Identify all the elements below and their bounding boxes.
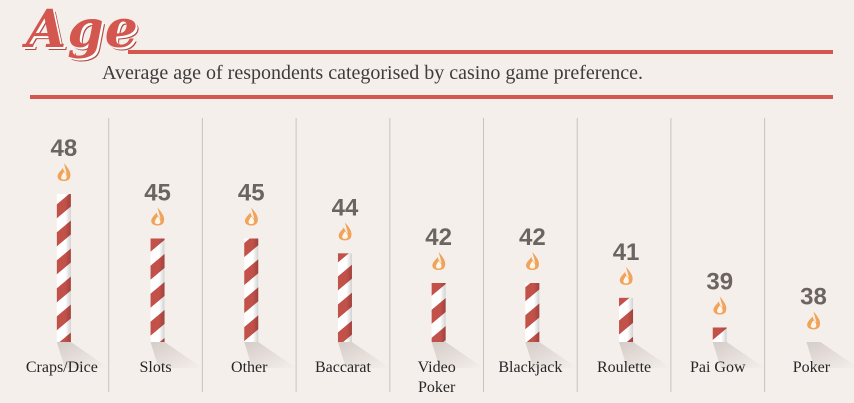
flame-shape (807, 311, 821, 330)
category-label-1: Craps/Dice (26, 359, 98, 376)
category-label-3: Other (231, 359, 268, 376)
candle-shadow (525, 342, 578, 368)
flame-shape (619, 266, 633, 285)
candle-shading (431, 283, 446, 342)
flame-shape (244, 207, 258, 226)
candle-shadow (806, 342, 854, 368)
value-label-8: 39 (706, 269, 733, 296)
value-label-3: 45 (238, 180, 265, 207)
candle-shading (244, 238, 259, 342)
candle-shadow (56, 342, 109, 368)
flame-core (529, 261, 536, 269)
flame-core (810, 320, 817, 328)
flame-core (154, 216, 161, 225)
flame-icon (151, 207, 165, 226)
flame-shape (338, 222, 352, 241)
candle-shadow (712, 342, 765, 368)
candle-shading (619, 297, 634, 342)
value-label-1: 48 (50, 135, 77, 162)
flame-core (623, 275, 629, 284)
flame-core (248, 216, 255, 225)
flame-icon (526, 252, 539, 270)
candle-shading (337, 253, 352, 342)
category-label-5: Video Poker (418, 359, 456, 396)
flame-shape (713, 296, 727, 315)
flame-core (435, 261, 442, 269)
value-label-9: 38 (800, 283, 827, 310)
candle-shadow (337, 342, 390, 368)
category-label-4: Baccarat (315, 359, 372, 376)
candle-shading (150, 238, 165, 342)
flame-shape (151, 207, 165, 226)
flame-core (61, 172, 67, 180)
flame-icon (619, 266, 633, 285)
candle-shading (525, 283, 540, 342)
candle-shadow (619, 342, 672, 368)
flame-icon (807, 311, 821, 330)
category-label-7: Roulette (597, 359, 651, 376)
flame-core (342, 231, 348, 239)
value-label-2: 45 (144, 180, 171, 207)
flame-shape (432, 252, 446, 270)
title-rule (128, 50, 833, 54)
flame-icon (338, 222, 352, 241)
flame-core (717, 305, 723, 314)
candle-shadow (244, 342, 297, 368)
candle-shading (712, 327, 727, 342)
value-label-7: 41 (613, 239, 640, 266)
subtitle-rule (30, 95, 833, 99)
category-label-9: Poker (793, 359, 831, 376)
candle-shading (56, 194, 71, 342)
candle-shadow (431, 342, 484, 368)
category-label-2: Slots (140, 359, 172, 376)
chart-subtitle: Average age of respondents categorised b… (102, 62, 644, 84)
value-label-4: 44 (332, 194, 359, 221)
value-label-5: 42 (425, 224, 452, 251)
flame-shape (57, 163, 71, 181)
flame-icon (57, 163, 71, 181)
category-label-8: Pai Gow (690, 359, 746, 376)
flame-icon (244, 207, 258, 226)
flame-shape (526, 252, 539, 270)
category-label-6: Blackjack (498, 359, 562, 376)
candle-shadow (150, 342, 203, 368)
flame-icon (432, 252, 446, 270)
value-label-6: 42 (519, 224, 546, 251)
chart-title: Age (26, 0, 139, 60)
flame-icon (713, 296, 727, 315)
